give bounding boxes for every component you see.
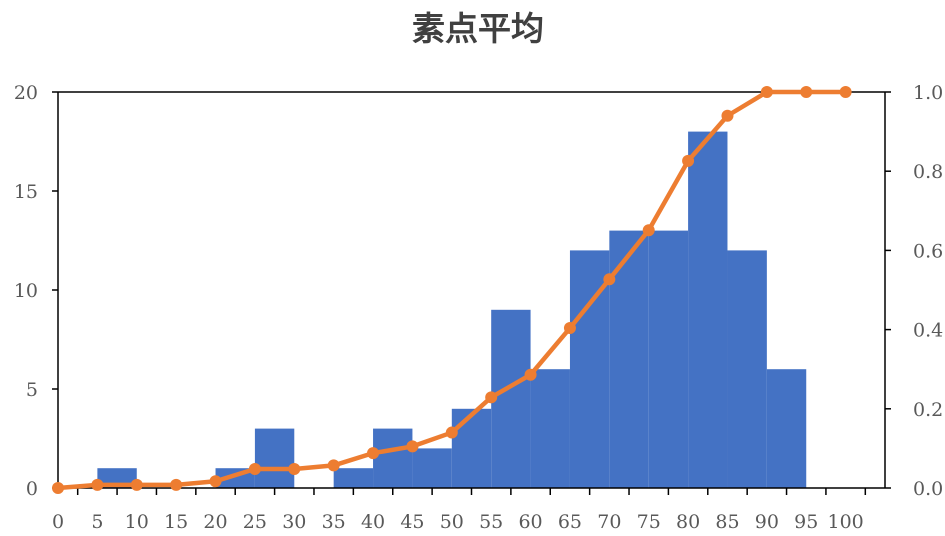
histogram-bars xyxy=(97,131,807,488)
x-tick-label: 95 xyxy=(794,511,818,533)
cumulative-point xyxy=(721,109,734,122)
x-tick-label: 60 xyxy=(518,511,542,533)
cumulative-point xyxy=(682,154,695,167)
cumulative-point xyxy=(760,86,773,98)
cumulative-point xyxy=(406,440,419,453)
x-tick-label: 70 xyxy=(597,511,621,533)
histogram-bar xyxy=(373,428,413,488)
chart-title: 素点平均 xyxy=(412,9,544,48)
y2-tick-label: 0.2 xyxy=(913,399,943,421)
histogram-bar xyxy=(491,309,531,488)
cumulative-point xyxy=(91,478,104,491)
x-tick-label: 25 xyxy=(243,511,267,533)
cumulative-point xyxy=(603,273,616,286)
x-tick-label: 75 xyxy=(637,511,661,533)
x-tick-label: 40 xyxy=(361,511,385,533)
x-tick-label: 15 xyxy=(164,511,188,533)
cumulative-point xyxy=(445,426,458,439)
x-tick-label: 0 xyxy=(52,511,64,533)
y2-tick-label: 0.4 xyxy=(913,320,943,342)
tick-labels: 0 5 10 15 20 0.0 0.2 0.4 0.6 0.8 1.0 0 5 10 15 20 25 30 35… xyxy=(14,82,943,533)
x-tick-label: 65 xyxy=(558,511,582,533)
histogram-bar xyxy=(412,448,452,488)
cumulative-point xyxy=(209,475,222,488)
histogram-bar xyxy=(451,408,492,488)
cumulative-point xyxy=(563,322,576,335)
cumulative-point xyxy=(248,462,261,475)
cumulative-point xyxy=(327,459,340,472)
y2-tick-label: 1.0 xyxy=(913,82,943,104)
y-tick-label: 5 xyxy=(26,379,38,401)
x-tick-label: 5 xyxy=(91,511,103,533)
x-tick-label: 100 xyxy=(827,511,863,533)
histogram-bar xyxy=(254,428,295,488)
y2-tick-label: 0.8 xyxy=(913,161,943,183)
x-tick-label: 35 xyxy=(322,511,346,533)
histogram-bar xyxy=(688,131,728,488)
x-tick-label: 80 xyxy=(676,511,700,533)
histogram-bar xyxy=(648,230,689,488)
y-tick-label: 10 xyxy=(14,280,38,302)
cumulative-point xyxy=(485,391,498,404)
y-tick-label: 15 xyxy=(14,181,38,203)
x-tick-label: 90 xyxy=(755,511,779,533)
y2-tick-label: 0.0 xyxy=(913,478,943,500)
cumulative-line xyxy=(52,86,852,494)
y-tick-label: 0 xyxy=(26,478,38,500)
cumulative-point xyxy=(288,462,301,475)
cumulative-point xyxy=(800,86,813,98)
x-tick-label: 20 xyxy=(203,511,227,533)
cumulative-point xyxy=(170,478,183,491)
y2-tick-label: 0.6 xyxy=(913,240,943,262)
cumulative-point xyxy=(130,478,143,491)
x-tick-label: 50 xyxy=(440,511,464,533)
histogram-bar xyxy=(727,250,767,488)
x-tick-label: 45 xyxy=(400,511,424,533)
cumulative-point xyxy=(524,368,537,381)
x-tick-label: 85 xyxy=(715,511,739,533)
cumulative-point xyxy=(642,224,655,237)
histogram-bar xyxy=(333,468,374,488)
x-tick-label: 55 xyxy=(479,511,503,533)
cumulative-point xyxy=(367,447,380,460)
histogram-bar xyxy=(766,369,807,488)
histogram-bar xyxy=(530,369,570,488)
axes xyxy=(52,91,891,495)
x-tick-label: 30 xyxy=(282,511,306,533)
x-tick-label: 10 xyxy=(125,511,149,533)
cumulative-point xyxy=(52,482,64,494)
y-tick-label: 20 xyxy=(14,82,38,104)
cumulative-point xyxy=(839,86,852,98)
